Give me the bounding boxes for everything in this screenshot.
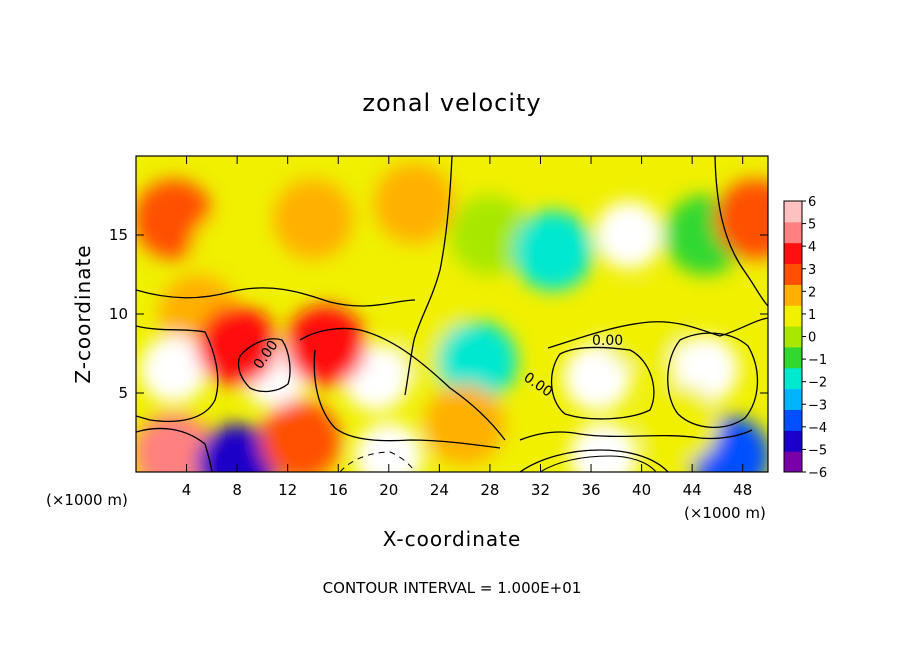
contour-label: 0.00 [592,333,623,349]
x-axis-label: X-coordinate [383,527,522,551]
contour-line [404,156,453,396]
colorbar-segment [784,409,802,431]
field-feature [260,400,341,472]
field-feature [197,424,278,472]
colorbar-tick-label: 5 [808,218,816,233]
contour-line [313,349,501,449]
colorbar-tick-label: −6 [808,466,827,481]
x-tick-label: 44 [683,481,702,499]
colorbar-segment [784,221,802,244]
zero-contours [136,156,768,472]
x-tick-label: 24 [430,481,449,499]
x-tick-label: 16 [329,481,348,499]
y-axis-label: Z-coordinate [71,244,95,383]
contour-line [667,332,759,429]
field-feature [285,305,366,386]
colorbar-segment [784,326,802,348]
colorbar-tick-label: −3 [808,398,827,413]
contour-interval-note: CONTOUR INTERVAL = 1.000E+01 [323,579,582,597]
plot-area: 0.00 0.00 0.00 [136,156,768,472]
x-tick-label: 4 [182,481,192,499]
colorbar-tick-label: −1 [808,353,827,368]
velocity-field [136,163,768,472]
x-units-left: (×1000 m) [46,491,128,509]
field-feature [136,413,214,472]
x-axis: 4 8 12 16 20 24 28 32 36 40 44 48 [182,156,752,499]
colorbar-tick-label: 0 [808,331,816,346]
colorbar-segment [784,451,802,473]
contour-line [136,287,416,307]
x-tick-label: 8 [232,481,242,499]
x-tick-label: 36 [581,481,600,499]
field-feature [594,201,663,269]
colorbar-tick-label: −5 [808,443,827,458]
field-feature [197,305,278,386]
field-feature [449,195,530,275]
contour-line [547,317,768,349]
colorbar-tick-label: −4 [808,421,827,436]
contour-line [136,427,213,472]
field-feature [374,163,455,244]
x-tick-label: 12 [278,481,297,499]
field-feature [563,343,632,412]
field-feature [139,335,208,404]
colorbar-segment [784,305,802,327]
colorbar-tick-label: −2 [808,376,827,391]
x-tick-label: 40 [632,481,651,499]
colorbar-segment [784,284,802,306]
y-tick-label: 15 [109,226,128,244]
field-feature [437,321,518,402]
contour-line [136,325,219,423]
contour-line [237,338,291,393]
field-feature [715,179,768,260]
field-feature [639,384,720,465]
field-feature [354,422,423,472]
colorbar-tick-label: 1 [808,308,816,323]
colorbar-tick-label: 3 [808,263,816,278]
colorbar-segment [784,242,802,265]
contour-line [299,327,506,441]
x-units-right: (×1000 m) [684,504,766,522]
x-tick-label: 20 [379,481,398,499]
colorbar-tick-label: 4 [808,240,816,255]
contour-line [539,455,657,472]
colorbar-segment [784,263,802,285]
y-tick-label: 5 [118,384,128,402]
colorbar-tick-label: 2 [808,285,816,300]
x-tick-label: 48 [733,481,752,499]
contour-line [519,449,669,472]
colorbar-segment [784,430,802,452]
contour-line [519,429,753,441]
field-feature [272,179,353,260]
contour-line [339,451,416,472]
colorbar: 6 5 4 3 2 1 0 −1 −2 −3 −4 −5 −6 [783,195,827,481]
x-tick-label: 28 [480,481,499,499]
contour-line [550,346,655,420]
colorbar-segment [784,346,802,369]
y-tick-label: 10 [109,305,128,323]
colorbar-tick-label: 6 [808,195,816,210]
field-feature [513,210,594,291]
field-feature [190,210,271,291]
x-tick-label: 32 [531,481,550,499]
colorbar-segment [784,388,802,410]
colorbar-segment [784,367,802,390]
field-feature [424,384,505,465]
colorbar-segment [784,201,802,223]
contour-line [714,156,768,307]
chart-title: zonal velocity [362,89,541,117]
field-feature [601,289,682,370]
y-axis: 5 10 15 [109,226,768,402]
